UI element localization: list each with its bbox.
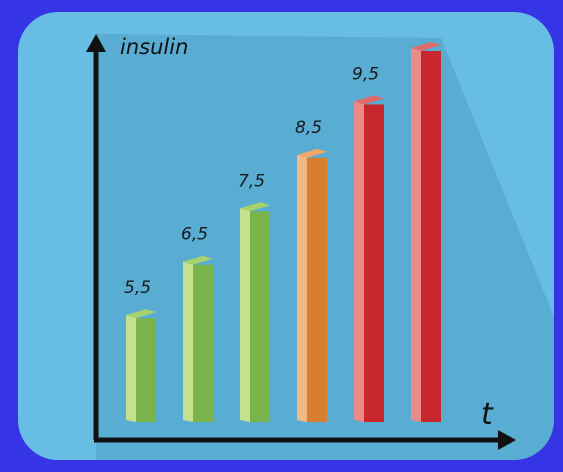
x-axis-arrow-icon xyxy=(498,430,516,450)
bar-side-face xyxy=(411,48,421,422)
bar xyxy=(183,255,213,422)
data-labels-group: 5,5 6,5 7,5 8,5 9,5 xyxy=(124,64,379,298)
bar-side-face xyxy=(354,101,364,422)
bar-front-face xyxy=(421,51,441,422)
bar xyxy=(240,202,270,422)
axes xyxy=(86,34,516,450)
data-label: 5,5 xyxy=(124,278,151,298)
data-label: 8,5 xyxy=(295,118,322,138)
bar-top-face xyxy=(183,255,213,265)
bar-front-face xyxy=(136,318,156,422)
data-label: 6,5 xyxy=(181,225,208,245)
x-axis-label: t xyxy=(481,397,494,432)
bar-side-face xyxy=(126,315,136,422)
bar-front-face xyxy=(250,211,270,422)
y-axis-arrow-icon xyxy=(86,34,106,52)
bar-side-face xyxy=(183,261,193,422)
bar xyxy=(354,95,384,422)
bar-top-face xyxy=(411,42,441,51)
bar-side-face xyxy=(240,208,250,422)
bar-side-face xyxy=(297,154,307,422)
bar-top-face xyxy=(354,95,384,105)
bar xyxy=(297,148,327,422)
bar-front-face xyxy=(307,157,327,422)
bar-front-face xyxy=(193,264,213,422)
bar-top-face xyxy=(126,309,156,319)
y-axis-label: insulin xyxy=(120,35,188,59)
bars-group xyxy=(126,42,441,422)
bar xyxy=(411,42,441,422)
bar-front-face xyxy=(364,104,384,422)
bar-top-face xyxy=(240,202,270,212)
data-label: 9,5 xyxy=(352,64,379,84)
bar-top-face xyxy=(297,148,327,158)
bar xyxy=(126,309,156,422)
data-label: 7,5 xyxy=(238,171,265,191)
